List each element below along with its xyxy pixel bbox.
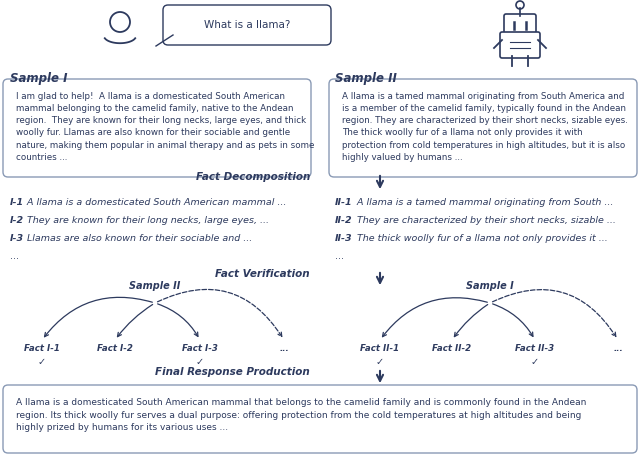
Text: Fact II-3: Fact II-3 xyxy=(515,344,555,353)
FancyBboxPatch shape xyxy=(329,79,637,177)
FancyBboxPatch shape xyxy=(163,5,331,45)
Text: ...: ... xyxy=(279,344,289,353)
FancyBboxPatch shape xyxy=(3,79,311,177)
Text: ...: ... xyxy=(335,252,344,261)
Text: They are characterized by their short necks, sizable ...: They are characterized by their short ne… xyxy=(354,216,616,225)
Text: A llama is a tamed mammal originating from South ...: A llama is a tamed mammal originating fr… xyxy=(354,198,614,207)
Text: Fact Verification: Fact Verification xyxy=(216,269,310,279)
Text: ...: ... xyxy=(613,344,623,353)
Text: Sample I: Sample I xyxy=(466,281,514,291)
Text: Llamas are also known for their sociable and ...: Llamas are also known for their sociable… xyxy=(24,234,252,243)
Text: I-1: I-1 xyxy=(10,198,24,207)
Text: ✓: ✓ xyxy=(376,357,384,367)
Text: Fact Decomposition: Fact Decomposition xyxy=(196,172,310,182)
Text: ✓: ✓ xyxy=(531,357,539,367)
FancyBboxPatch shape xyxy=(500,32,540,58)
Text: Final Response Production: Final Response Production xyxy=(156,367,310,377)
Text: Fact I-2: Fact I-2 xyxy=(97,344,133,353)
Text: The thick woolly fur of a llama not only provides it ...: The thick woolly fur of a llama not only… xyxy=(354,234,608,243)
Text: What is a llama?: What is a llama? xyxy=(204,20,290,30)
Text: I-2: I-2 xyxy=(10,216,24,225)
Text: I-3: I-3 xyxy=(10,234,24,243)
Text: ...: ... xyxy=(10,252,19,261)
Text: Fact I-3: Fact I-3 xyxy=(182,344,218,353)
Text: Fact II-1: Fact II-1 xyxy=(360,344,399,353)
Text: A llama is a tamed mammal originating from South America and
is a member of the : A llama is a tamed mammal originating fr… xyxy=(342,92,628,162)
Text: I am glad to help!  A llama is a domesticated South American
mammal belonging to: I am glad to help! A llama is a domestic… xyxy=(16,92,314,162)
Text: II-3: II-3 xyxy=(335,234,353,243)
Text: A llama is a domesticated South American mammal ...: A llama is a domesticated South American… xyxy=(24,198,286,207)
FancyBboxPatch shape xyxy=(504,14,536,36)
Text: II-2: II-2 xyxy=(335,216,353,225)
Text: Fact II-2: Fact II-2 xyxy=(433,344,472,353)
FancyBboxPatch shape xyxy=(3,385,637,453)
Text: Sample I: Sample I xyxy=(10,72,67,85)
Text: A llama is a domesticated South American mammal that belongs to the camelid fami: A llama is a domesticated South American… xyxy=(16,398,586,432)
Text: Sample II: Sample II xyxy=(335,72,397,85)
Text: ✓: ✓ xyxy=(38,357,46,367)
Text: Sample II: Sample II xyxy=(129,281,180,291)
Text: II-1: II-1 xyxy=(335,198,353,207)
Text: ✓: ✓ xyxy=(196,357,204,367)
Text: Fact I-1: Fact I-1 xyxy=(24,344,60,353)
Text: They are known for their long necks, large eyes, ...: They are known for their long necks, lar… xyxy=(24,216,269,225)
